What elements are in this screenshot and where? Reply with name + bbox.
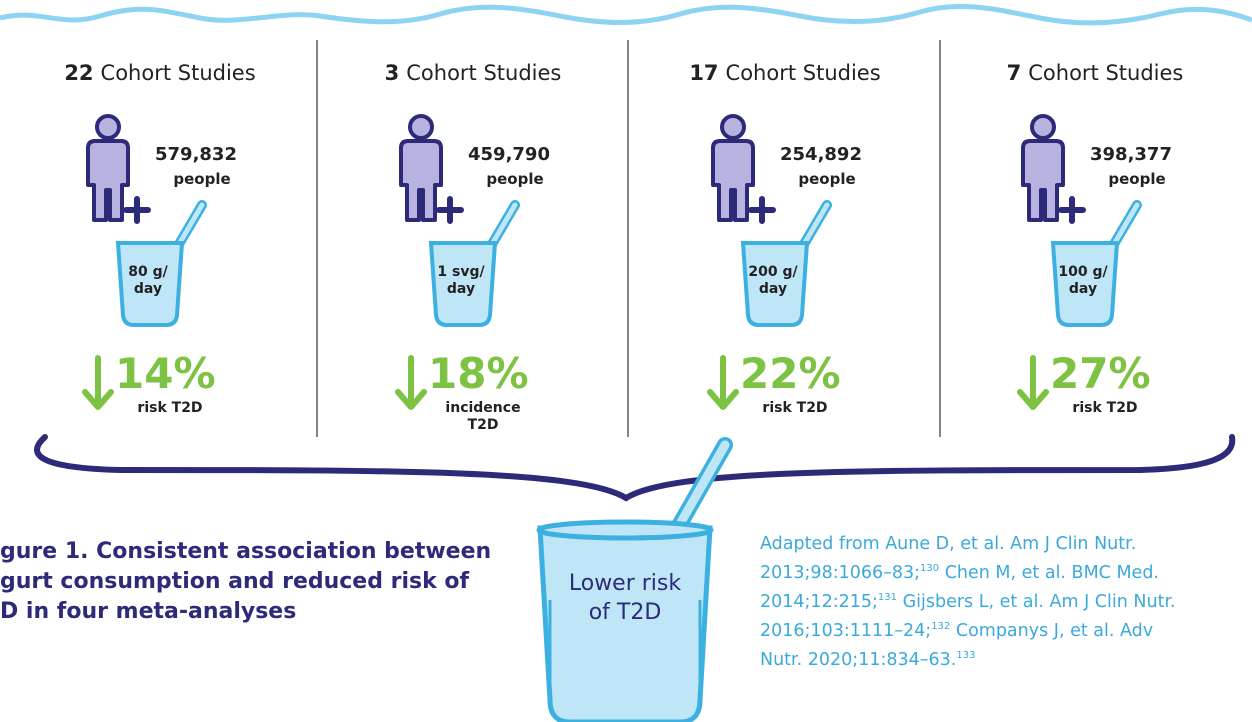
page: Lower risk of T2D gure 1. Consistent ass… <box>0 0 1252 722</box>
reference-number: 132 <box>931 621 950 632</box>
study-column: 17 Cohort Studies 254,892 people 200 g/day 22… <box>689 61 880 416</box>
person-body <box>401 141 441 220</box>
study-title: 22 Cohort Studies <box>64 61 255 85</box>
people-unit: people <box>1108 170 1165 188</box>
person-head <box>722 116 744 138</box>
outcome: risk T2D <box>762 400 827 416</box>
dose: day <box>447 281 475 297</box>
center-label: of T2D <box>589 600 662 625</box>
study-label: Cohort Studies <box>406 61 561 85</box>
study-title: 17 Cohort Studies <box>689 61 880 85</box>
top-wave <box>0 6 1252 22</box>
people-count: 459,790 <box>468 144 550 165</box>
study-label: Cohort Studies <box>1028 61 1183 85</box>
percent: 22% <box>740 349 841 398</box>
dose: 80 g/ <box>128 264 168 280</box>
caption: gure 1. Consistent association between <box>0 539 491 564</box>
plus <box>439 199 461 221</box>
plus <box>126 199 148 221</box>
plus <box>1061 199 1083 221</box>
reference-number: 133 <box>956 650 975 661</box>
people-unit: people <box>173 170 230 188</box>
person-body <box>713 141 753 220</box>
people-count: 254,892 <box>780 144 862 165</box>
dose: 1 svg/ <box>437 264 485 280</box>
outcome: T2D <box>468 417 499 433</box>
references: Adapted from Aune D, et al. Am J Clin Nu… <box>760 530 1190 675</box>
study-label: Cohort Studies <box>726 61 881 85</box>
reference-number: 130 <box>920 563 939 574</box>
dose: 100 g/ <box>1058 264 1108 280</box>
reference-number: 131 <box>878 592 897 603</box>
down-arrow <box>398 358 424 407</box>
study-label: Cohort Studies <box>101 61 256 85</box>
percent: 18% <box>428 349 529 398</box>
down-arrow <box>1020 358 1046 407</box>
percent: 14% <box>115 349 216 398</box>
person-head <box>1032 116 1054 138</box>
caption: gurt consumption and reduced risk of <box>0 569 470 594</box>
person-head <box>97 116 119 138</box>
percent: 27% <box>1050 349 1151 398</box>
caption: D in four meta-analyses <box>0 599 296 624</box>
people-unit: people <box>798 170 855 188</box>
dose: day <box>759 281 787 297</box>
person-head <box>410 116 432 138</box>
study-count: 22 <box>64 61 93 85</box>
center-label: Lower risk <box>569 571 682 596</box>
person-body <box>88 141 128 220</box>
outcome: risk T2D <box>137 400 202 416</box>
brace <box>37 437 1232 498</box>
study-count: 7 <box>1007 61 1022 85</box>
person-body <box>1023 141 1063 220</box>
people-unit: people <box>486 170 543 188</box>
dose: day <box>134 281 162 297</box>
people-count: 579,832 <box>155 144 237 165</box>
study-count: 17 <box>689 61 718 85</box>
down-arrow <box>710 358 736 407</box>
study-count: 3 <box>385 61 400 85</box>
study-column: 22 Cohort Studies 579,832 people 80 g/day 14%… <box>64 61 255 416</box>
outcome: risk T2D <box>1072 400 1137 416</box>
plus <box>751 199 773 221</box>
outcome: incidence <box>445 400 520 416</box>
down-arrow <box>85 358 111 407</box>
dose: 200 g/ <box>748 264 798 280</box>
people-count: 398,377 <box>1090 144 1172 165</box>
dose: day <box>1069 281 1097 297</box>
